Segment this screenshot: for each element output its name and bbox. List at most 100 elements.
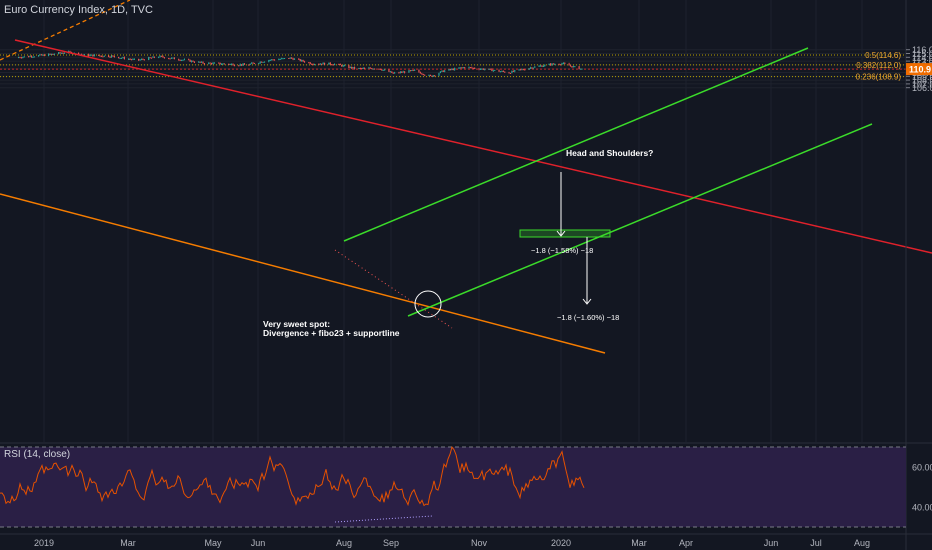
candle-body xyxy=(444,70,446,72)
candle-body xyxy=(458,67,460,69)
candle-body xyxy=(362,67,364,69)
candle-body xyxy=(502,70,504,72)
candle-body xyxy=(83,54,85,56)
candle-body xyxy=(519,69,522,71)
candle-body xyxy=(229,63,231,65)
candle-body xyxy=(179,59,181,61)
dashed-trendline xyxy=(0,0,131,61)
candle-body xyxy=(342,65,344,67)
candle-body xyxy=(329,62,331,65)
candle-body xyxy=(291,57,293,59)
candle-body xyxy=(372,68,374,70)
candle-body xyxy=(17,57,20,59)
candle-body xyxy=(542,66,544,68)
candle-body xyxy=(319,63,321,65)
candle-body xyxy=(378,68,380,70)
candle-body xyxy=(20,57,23,59)
current-price-badge xyxy=(906,63,932,76)
candle-body xyxy=(122,57,124,59)
candle-body xyxy=(218,62,220,64)
rsi-panel[interactable]: 60.00 40.00 xyxy=(0,446,932,528)
fib-label: 0.5(114.6) xyxy=(865,51,901,60)
fibonacci-levels: 0.5(114.6)0.382(112.0) 0.236(108.9) xyxy=(0,51,906,82)
candle-body xyxy=(409,70,411,72)
candle-body xyxy=(39,54,41,56)
candle-body xyxy=(169,58,171,60)
candle-body xyxy=(113,55,115,57)
time-axis[interactable]: 2019 Mar May Jun Aug Sep Nov 2020 Mar Apr Jun Jul Au… xyxy=(0,533,932,548)
candle-body xyxy=(368,67,370,69)
annotations: Head and Shoulders? Very sweet spot:Diver… xyxy=(263,148,653,338)
candle-body xyxy=(52,53,54,55)
candle-body xyxy=(253,62,256,64)
candle-body xyxy=(49,53,51,55)
candle-body xyxy=(239,64,241,66)
candle-body xyxy=(272,59,274,61)
candle-body xyxy=(404,71,406,73)
candle-body xyxy=(209,62,211,64)
candle-body xyxy=(212,62,214,65)
candle-body xyxy=(162,56,164,58)
candle-body xyxy=(231,63,233,65)
candle-body xyxy=(451,68,453,70)
candle-body xyxy=(119,57,121,59)
candle-body xyxy=(261,61,263,63)
candle-body xyxy=(488,68,490,70)
candle-body xyxy=(149,57,151,59)
trend-lines[interactable] xyxy=(0,0,932,354)
candle-body xyxy=(120,57,123,59)
candle-body xyxy=(388,69,390,72)
y-tick-label: 109.0 xyxy=(912,72,932,82)
candle-body xyxy=(374,68,376,70)
candle-body xyxy=(384,69,386,71)
candle-body xyxy=(183,59,186,61)
candle-body xyxy=(238,65,240,67)
candle-body xyxy=(544,64,546,67)
candle-body xyxy=(521,69,523,71)
candle-body xyxy=(248,64,250,66)
candle-body xyxy=(349,66,351,68)
candle-body xyxy=(268,60,270,62)
candle-body xyxy=(352,67,354,69)
y-tick-label: 113.0 xyxy=(912,57,932,67)
candle-body xyxy=(37,55,40,57)
candle-body xyxy=(501,70,503,72)
candle-body xyxy=(568,63,570,66)
candle-body xyxy=(359,68,361,70)
candle-body xyxy=(452,68,454,71)
candle-body xyxy=(211,63,213,65)
candle-body xyxy=(361,68,363,70)
x-tick-label: 2019 xyxy=(34,538,54,548)
candle-body xyxy=(93,54,95,57)
candle-body xyxy=(358,68,360,70)
candle-body xyxy=(371,68,373,70)
candle-body xyxy=(579,68,582,70)
divergence-dotted-line xyxy=(334,249,453,329)
candle-body xyxy=(193,61,196,63)
measure-arrowhead-1 xyxy=(556,230,566,237)
annotation-measure-1: −1.8 (−1.58%) −18 xyxy=(531,246,593,255)
candle-body xyxy=(364,67,366,69)
candle-body xyxy=(232,63,234,66)
candle-body xyxy=(219,62,221,65)
candle-body xyxy=(221,63,223,65)
candle-body xyxy=(462,67,464,69)
candle-body xyxy=(301,60,303,62)
candle-body xyxy=(152,56,154,58)
rsi-tick-label: 60.00 xyxy=(912,463,932,473)
candle-body xyxy=(99,55,101,57)
x-tick-label: Apr xyxy=(679,538,693,548)
candle-body xyxy=(562,62,564,64)
candle-body xyxy=(369,67,371,69)
y-tick-label: 114.0 xyxy=(912,53,932,63)
candle-body xyxy=(472,67,474,69)
candle-body xyxy=(332,64,334,66)
candle-body xyxy=(484,69,486,71)
candle-body xyxy=(474,67,476,69)
candle-body xyxy=(551,63,553,66)
rsi-title: RSI (14, close) xyxy=(4,449,71,460)
candle-body xyxy=(103,55,105,57)
candle-body xyxy=(283,58,286,60)
channel-lower-line xyxy=(407,123,873,317)
